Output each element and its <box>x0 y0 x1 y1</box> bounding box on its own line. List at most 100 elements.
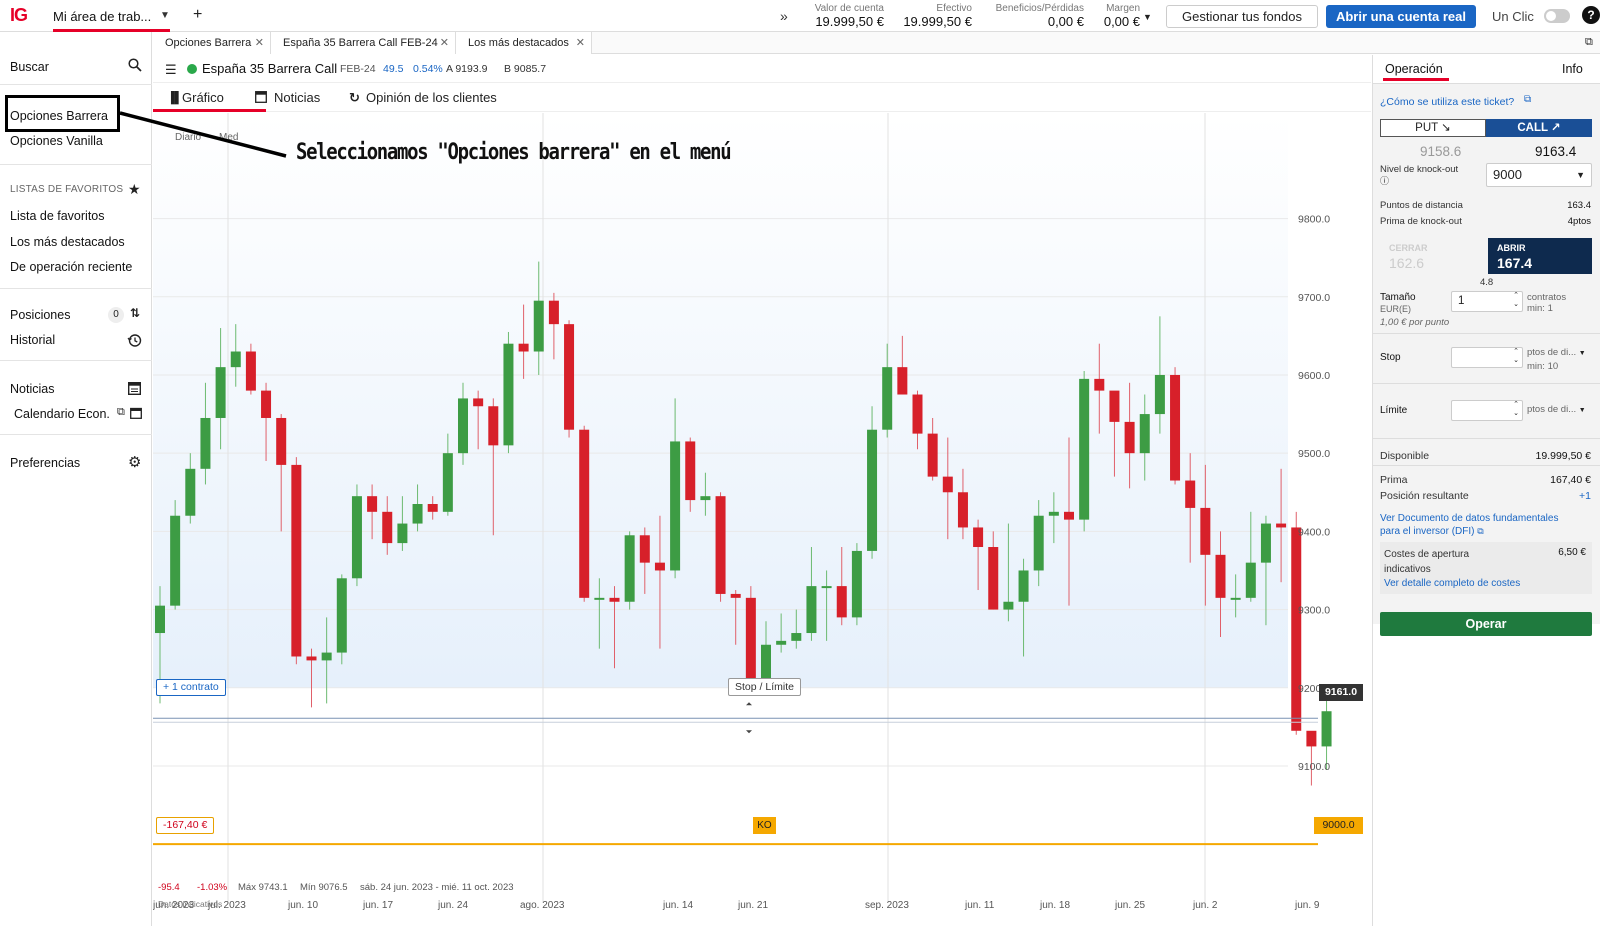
stop-label: Stop <box>1380 352 1401 363</box>
sidebar-item-recent[interactable]: De operación reciente <box>10 260 133 274</box>
candle-body <box>215 367 226 418</box>
footer-change-pct: -1.03% <box>197 882 228 893</box>
interval-label[interactable]: Diario <box>175 132 202 143</box>
tab-info[interactable]: Info <box>1562 62 1583 76</box>
put-button[interactable]: PUT ↘ <box>1380 119 1486 137</box>
sidebar-item-positions[interactable]: Posiciones <box>10 308 71 322</box>
close-icon[interactable]: ✕ <box>254 37 264 49</box>
gear-icon[interactable]: ⚙ <box>128 454 142 471</box>
candle-body <box>1094 378 1105 391</box>
candle-body <box>867 429 878 551</box>
tab-client-sentiment[interactable]: Opinión de los clientes <box>366 90 497 105</box>
tab-barrier-options[interactable]: Opciones Barrera ✕ <box>153 32 271 54</box>
info-icon[interactable]: ⓘ <box>1380 176 1390 186</box>
candle-body <box>761 644 771 680</box>
sidebar-item-news[interactable]: Noticias <box>10 382 55 396</box>
help-icon[interactable]: ? <box>1582 6 1600 24</box>
candle-body <box>1124 421 1135 454</box>
x-tick-label: jun. 2023 <box>153 900 195 911</box>
call-button[interactable]: CALL ↗ <box>1486 119 1592 137</box>
ko-marker[interactable]: KO <box>753 817 776 834</box>
search-icon[interactable] <box>128 58 142 75</box>
candle-body <box>185 468 196 516</box>
tab-chart[interactable]: Gráfico <box>182 90 224 105</box>
calendar-icon <box>130 407 142 422</box>
position-contract-tag[interactable]: + 1 contrato <box>156 679 226 696</box>
footer-max: Máx 9743.1 <box>238 882 288 893</box>
market-open-indicator <box>187 64 197 74</box>
sidebar-item-history[interactable]: Historial <box>10 333 56 347</box>
sidebar-item-barrier-options[interactable]: Opciones Barrera <box>10 109 108 123</box>
instrument-subtabs: ▐▌ Gráfico Noticias ↻ Opinión de los cli… <box>153 84 1371 112</box>
x-tick-label: jun. 17 <box>362 900 393 911</box>
sidebar-item-top-markets[interactable]: Los más destacados <box>10 235 125 249</box>
candle-body <box>170 515 181 606</box>
price-chart[interactable]: 9100.09200.09300.09400.09500.09600.09700… <box>153 113 1371 926</box>
sidebar-item-vanilla-options[interactable]: Opciones Vanilla <box>10 134 103 148</box>
open-real-account-button[interactable]: Abrir una cuenta real <box>1326 5 1476 28</box>
kid-document-link[interactable]: Ver Documento de datos fundamentales par… <box>1380 513 1559 537</box>
close-button[interactable]: CERRAR 162.6 <box>1380 238 1486 274</box>
divider <box>1373 333 1600 334</box>
candle-body <box>897 367 908 395</box>
size-input[interactable]: 1 ⌃ ⌄ <box>1451 291 1523 312</box>
candle-body <box>912 394 923 434</box>
candle-body <box>488 406 499 446</box>
stop-input[interactable]: ⌃ ⌄ <box>1451 347 1523 368</box>
margin-chevron-icon[interactable]: ▼ <box>1143 12 1152 22</box>
open-button[interactable]: ABRIR 167.4 <box>1488 238 1592 274</box>
add-workspace-icon[interactable]: + <box>193 6 203 23</box>
candle-body <box>245 351 256 391</box>
workspace-underline <box>53 29 170 32</box>
candle-body <box>1079 378 1090 520</box>
trade-button[interactable]: Operar <box>1380 612 1592 636</box>
candle-body <box>336 578 347 653</box>
candle-body <box>442 453 453 512</box>
costs-detail-link[interactable]: Ver detalle completo de costes <box>1384 578 1521 589</box>
tab-spain35-call[interactable]: España 35 Barrera Call FEB-24 ✕ <box>271 32 456 54</box>
ig-logo[interactable]: IG <box>10 5 28 25</box>
double-chevron-icon[interactable]: » <box>780 8 788 24</box>
sidebar-item-preferences[interactable]: Preferencias <box>10 456 81 470</box>
candle-body <box>1306 730 1317 747</box>
stop-limit-handle[interactable]: Stop / Límite <box>728 678 801 696</box>
limit-unit-select[interactable]: ptos de di... ▼ <box>1527 404 1586 415</box>
workspace-selector[interactable]: Mi área de trab... <box>53 9 152 24</box>
tab-news[interactable]: Noticias <box>274 90 321 105</box>
chevron-down-icon[interactable]: ▼ <box>160 10 170 21</box>
y-tick-label: 9400.0 <box>1298 526 1330 538</box>
candle-body <box>1003 601 1014 610</box>
close-icon[interactable]: ✕ <box>575 37 585 49</box>
chevron-down-icon <box>746 730 752 734</box>
manage-funds-button[interactable]: Gestionar tus fondos <box>1166 5 1318 28</box>
annotation-highlight-box <box>5 95 120 132</box>
how-to-link[interactable]: ¿Cómo se utiliza este ticket? <box>1380 96 1515 108</box>
size-min: min: 1 <box>1527 303 1553 314</box>
workspace-tabs: Opciones Barrera ✕ España 35 Barrera Call… <box>153 32 1600 54</box>
interval-label-2[interactable]: Med <box>219 132 239 143</box>
candle-body <box>564 324 575 430</box>
limit-input[interactable]: ⌃ ⌄ <box>1451 400 1523 421</box>
tab-top-markets[interactable]: Los más destacados ✕ <box>456 32 592 54</box>
sidebar-item-economic-calendar[interactable]: Calendario Econ. <box>14 407 110 421</box>
news-icon <box>255 91 267 106</box>
tab-deal[interactable]: Operación <box>1385 62 1443 76</box>
stop-unit-select[interactable]: ptos de di... ▼ <box>1527 347 1586 358</box>
stat-margin[interactable]: Margen 0,00 € <box>1103 3 1140 29</box>
spread-value: 4.8 <box>1480 277 1494 288</box>
footer-range: sáb. 24 jun. 2023 - mié. 11 oct. 2023 <box>360 882 514 893</box>
call-price: 9163.4 <box>1535 144 1577 159</box>
ko-level-label: Nivel de knock-out <box>1380 164 1459 175</box>
x-tick-label: jun. 10 <box>287 900 318 911</box>
sidebar-item-watchlist[interactable]: Lista de favoritos <box>10 209 105 223</box>
resulting-position-label: Posición resultante <box>1380 490 1469 502</box>
one-click-toggle[interactable] <box>1544 9 1570 23</box>
ko-level-select[interactable]: 9000 ▼ <box>1486 163 1592 187</box>
close-icon[interactable]: ✕ <box>439 37 449 49</box>
favorites-header: LISTAS DE FAVORITOS <box>10 184 124 195</box>
candle-body <box>988 547 999 610</box>
star-icon[interactable]: ★ <box>128 181 141 197</box>
hamburger-menu-icon[interactable]: ☰ <box>165 62 177 77</box>
sidebar-item-search[interactable]: Buscar <box>10 60 49 74</box>
popout-icon[interactable]: ⧉ <box>1585 36 1593 48</box>
